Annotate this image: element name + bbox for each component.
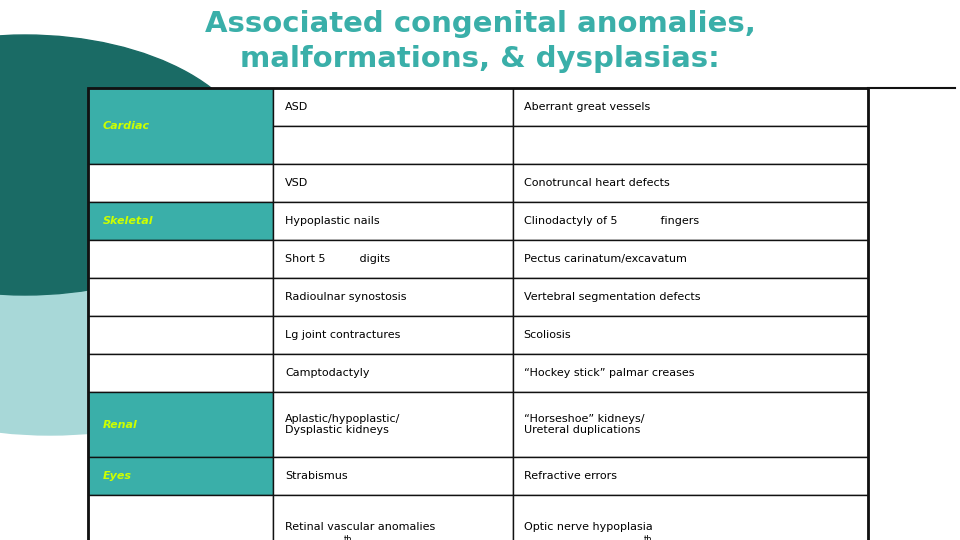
Bar <box>273 164 513 202</box>
Bar <box>513 278 868 316</box>
Text: Hypoplastic nails: Hypoplastic nails <box>285 216 379 226</box>
Bar <box>513 316 868 354</box>
Text: Cardiac: Cardiac <box>103 121 150 131</box>
Text: fingers: fingers <box>657 216 699 226</box>
Text: Eyes: Eyes <box>103 471 132 481</box>
Bar <box>513 457 868 495</box>
Bar <box>513 202 868 240</box>
Bar <box>88 202 273 240</box>
Bar <box>513 354 868 392</box>
Bar <box>273 354 513 392</box>
Circle shape <box>0 35 256 295</box>
Text: th: th <box>344 536 352 540</box>
Bar <box>273 392 513 457</box>
Bar <box>88 316 273 354</box>
Text: Aplastic/hypoplastic/
Dysplastic kidneys: Aplastic/hypoplastic/ Dysplastic kidneys <box>285 414 400 435</box>
Bar <box>273 495 513 540</box>
Text: Conotruncal heart defects: Conotruncal heart defects <box>523 178 669 188</box>
Text: digits: digits <box>356 254 390 264</box>
Text: Short 5: Short 5 <box>285 254 325 264</box>
Text: Renal: Renal <box>103 420 137 429</box>
Text: Optic nerve hypoplasia: Optic nerve hypoplasia <box>523 523 653 532</box>
Bar <box>88 164 273 202</box>
Bar <box>513 240 868 278</box>
Bar <box>88 278 273 316</box>
Bar <box>88 88 273 164</box>
Text: Vertebral segmentation defects: Vertebral segmentation defects <box>523 292 700 302</box>
Text: Radioulnar synostosis: Radioulnar synostosis <box>285 292 406 302</box>
Text: Skeletal: Skeletal <box>103 216 154 226</box>
Text: “Hockey stick” palmar creases: “Hockey stick” palmar creases <box>523 368 694 378</box>
Text: Pectus carinatum/excavatum: Pectus carinatum/excavatum <box>523 254 686 264</box>
Text: Camptodactyly: Camptodactyly <box>285 368 370 378</box>
Bar <box>88 457 273 495</box>
Circle shape <box>0 145 308 435</box>
Bar <box>513 88 868 126</box>
Bar <box>273 457 513 495</box>
Bar <box>273 240 513 278</box>
Bar <box>273 88 513 126</box>
Bar <box>273 126 513 164</box>
Bar <box>513 164 868 202</box>
Text: Lg joint contractures: Lg joint contractures <box>285 330 400 340</box>
Bar <box>88 495 273 540</box>
Bar <box>513 495 868 540</box>
Text: Retinal vascular anomalies: Retinal vascular anomalies <box>285 523 435 532</box>
Text: Aberrant great vessels: Aberrant great vessels <box>523 102 650 112</box>
Text: Scoliosis: Scoliosis <box>523 330 571 340</box>
Bar <box>513 126 868 164</box>
Text: Refractive errors: Refractive errors <box>523 471 616 481</box>
Bar <box>273 316 513 354</box>
Text: th: th <box>644 536 653 540</box>
Text: Strabismus: Strabismus <box>285 471 348 481</box>
Bar <box>88 392 273 457</box>
Bar <box>273 278 513 316</box>
Bar <box>513 392 868 457</box>
Bar <box>273 202 513 240</box>
Bar <box>88 240 273 278</box>
Text: malformations, & dysplasias:: malformations, & dysplasias: <box>240 45 720 73</box>
Text: Clinodactyly of 5: Clinodactyly of 5 <box>523 216 617 226</box>
Text: VSD: VSD <box>285 178 308 188</box>
Text: Associated congenital anomalies,: Associated congenital anomalies, <box>204 10 756 38</box>
Text: ASD: ASD <box>285 102 308 112</box>
Text: “Horseshoe” kidneys/
Ureteral duplications: “Horseshoe” kidneys/ Ureteral duplicatio… <box>523 414 644 435</box>
Bar <box>88 88 868 540</box>
Bar <box>88 354 273 392</box>
